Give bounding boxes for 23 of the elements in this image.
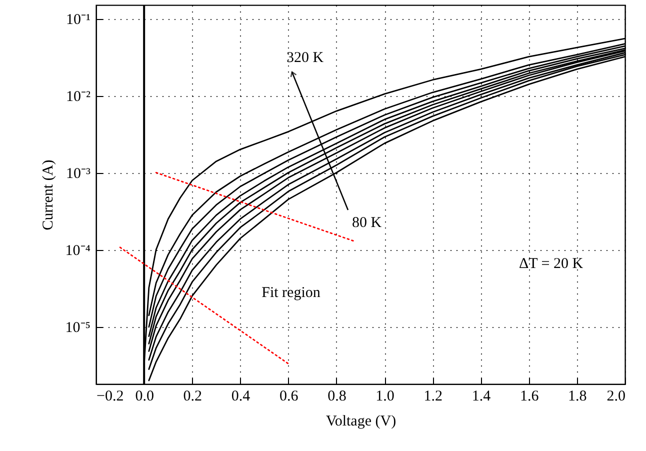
x-tick-label: 0.0 (135, 388, 154, 404)
y-tick-label: 10⁻¹ (66, 12, 90, 28)
x-tick-label: 0.2 (183, 388, 202, 404)
y-tick-label: 10⁻² (66, 89, 91, 106)
annotation: 80 K (352, 215, 382, 231)
annotation: 320 K (286, 50, 324, 66)
annotation: Fit region (262, 285, 321, 301)
x-tick-label: 0.6 (279, 388, 299, 404)
y-tick-label: 10⁻⁴ (65, 243, 90, 260)
x-tick-label: 1.8 (568, 388, 587, 404)
x-tick-label: 0.4 (231, 388, 251, 404)
x-tick-label: 1.2 (424, 388, 443, 404)
x-tick-label: 1.4 (472, 388, 492, 404)
x-tick-label: 0.8 (328, 388, 346, 404)
x-tick-label: 1.0 (376, 388, 394, 404)
x-tick-label: 1.6 (520, 388, 540, 404)
y-tick-label: 10⁻³ (66, 166, 91, 182)
x-tick-label: −0.2 (96, 388, 124, 404)
x-axis-title: Voltage (V) (326, 414, 396, 430)
y-axis-title: Current (A) (40, 160, 56, 230)
y-tick-label: 10⁻⁵ (65, 320, 90, 336)
annotation: ΔT = 20 K (518, 256, 584, 272)
x-tick-label: 2.0 (606, 388, 626, 404)
